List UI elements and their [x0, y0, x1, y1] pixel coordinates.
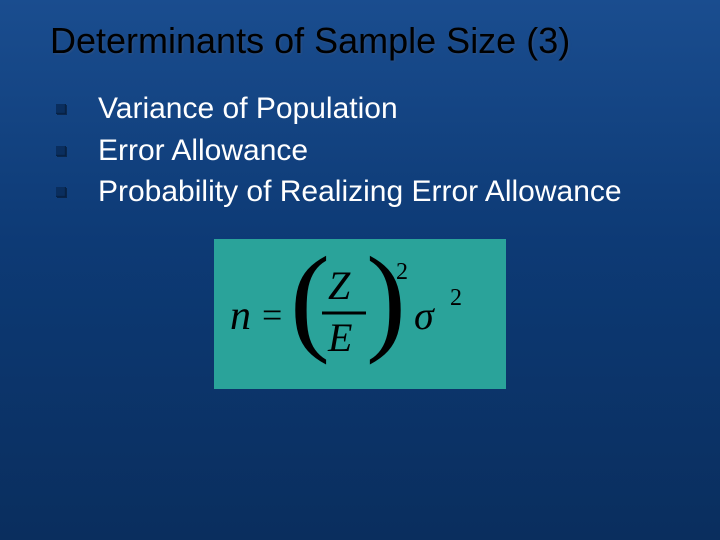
- sym-exp: 2: [396, 259, 408, 285]
- sym-sigma: σ: [414, 293, 435, 338]
- list-item: Error Allowance: [56, 132, 680, 170]
- sym-sigma-exp: 2: [450, 285, 462, 311]
- sym-eq: =: [262, 295, 282, 335]
- sym-n: n: [230, 293, 251, 339]
- slide: Determinants of Sample Size (3) Variance…: [0, 0, 720, 540]
- list-item: Probability of Realizing Error Allowance: [56, 173, 680, 211]
- sym-Z: Z: [328, 263, 351, 308]
- sym-E: E: [327, 315, 352, 360]
- list-item: Variance of Population: [56, 90, 680, 128]
- formula-svg: n = ( ) Z E 2 σ 2: [228, 249, 488, 379]
- formula-box: n = ( ) Z E 2 σ 2: [214, 239, 506, 389]
- page-title: Determinants of Sample Size (3): [0, 0, 720, 90]
- paren-left-icon: (: [290, 249, 330, 365]
- formula-container: n = ( ) Z E 2 σ 2: [0, 239, 720, 389]
- bullet-list: Variance of Population Error Allowance P…: [0, 90, 720, 211]
